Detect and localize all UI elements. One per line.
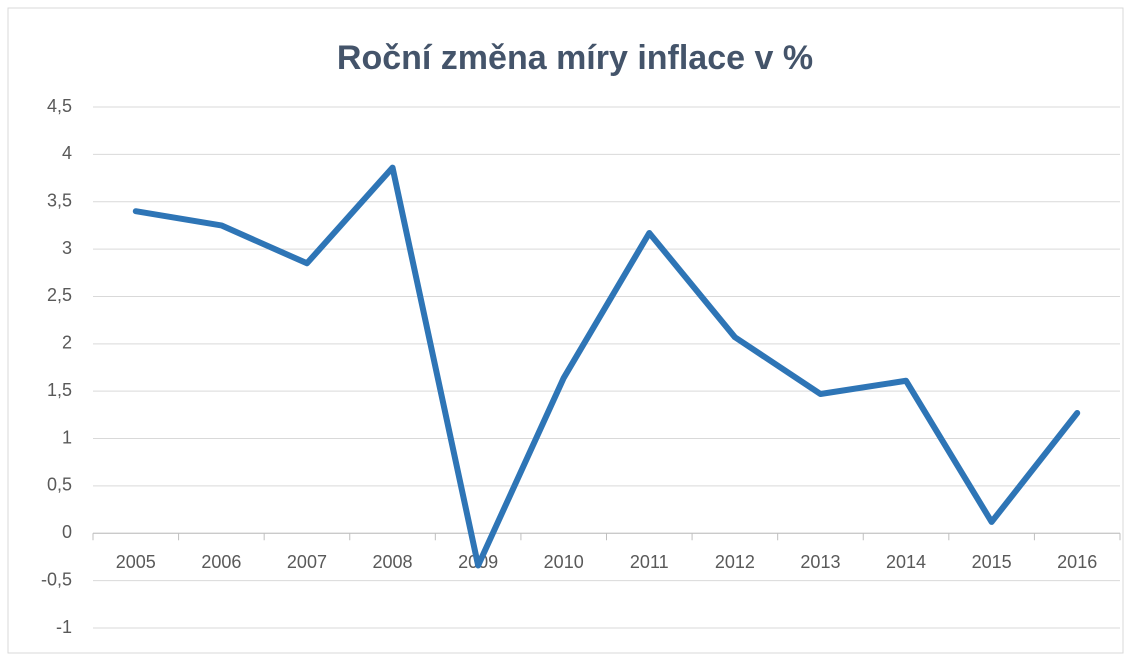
x-tick-label: 2010 (544, 552, 584, 572)
x-tick-label: 2013 (800, 552, 840, 572)
x-tick-label: 2006 (201, 552, 241, 572)
y-tick-label: 3 (62, 238, 72, 258)
y-tick-label: -0,5 (41, 569, 72, 589)
y-tick-label: 2,5 (47, 285, 72, 305)
data-line (132, 164, 1081, 569)
x-tick-label: 2005 (116, 552, 156, 572)
y-tick-label: 2 (62, 333, 72, 353)
x-tick-label: 2011 (630, 552, 669, 572)
chart-border (7, 7, 1124, 654)
y-tick-label: 4,5 (47, 96, 72, 116)
x-tick-label: 2012 (715, 552, 755, 572)
x-tick-label: 2016 (1057, 552, 1097, 572)
y-tick-label: 1 (62, 427, 72, 447)
x-tick-label: 2015 (972, 552, 1012, 572)
y-tick-label: -1 (56, 617, 72, 637)
y-tick-label: 3,5 (47, 190, 72, 210)
y-tick-label: 0,5 (47, 475, 72, 495)
chart-title: Roční změna míry inflace v % (337, 39, 813, 77)
x-tick-label: 2008 (373, 552, 413, 572)
y-tick-label: 1,5 (47, 380, 72, 400)
x-tick-label: 2007 (287, 552, 327, 572)
y-tick-label: 4 (62, 143, 72, 163)
x-tick-label: 2014 (886, 552, 926, 572)
y-tick-label: 0 (62, 522, 72, 542)
